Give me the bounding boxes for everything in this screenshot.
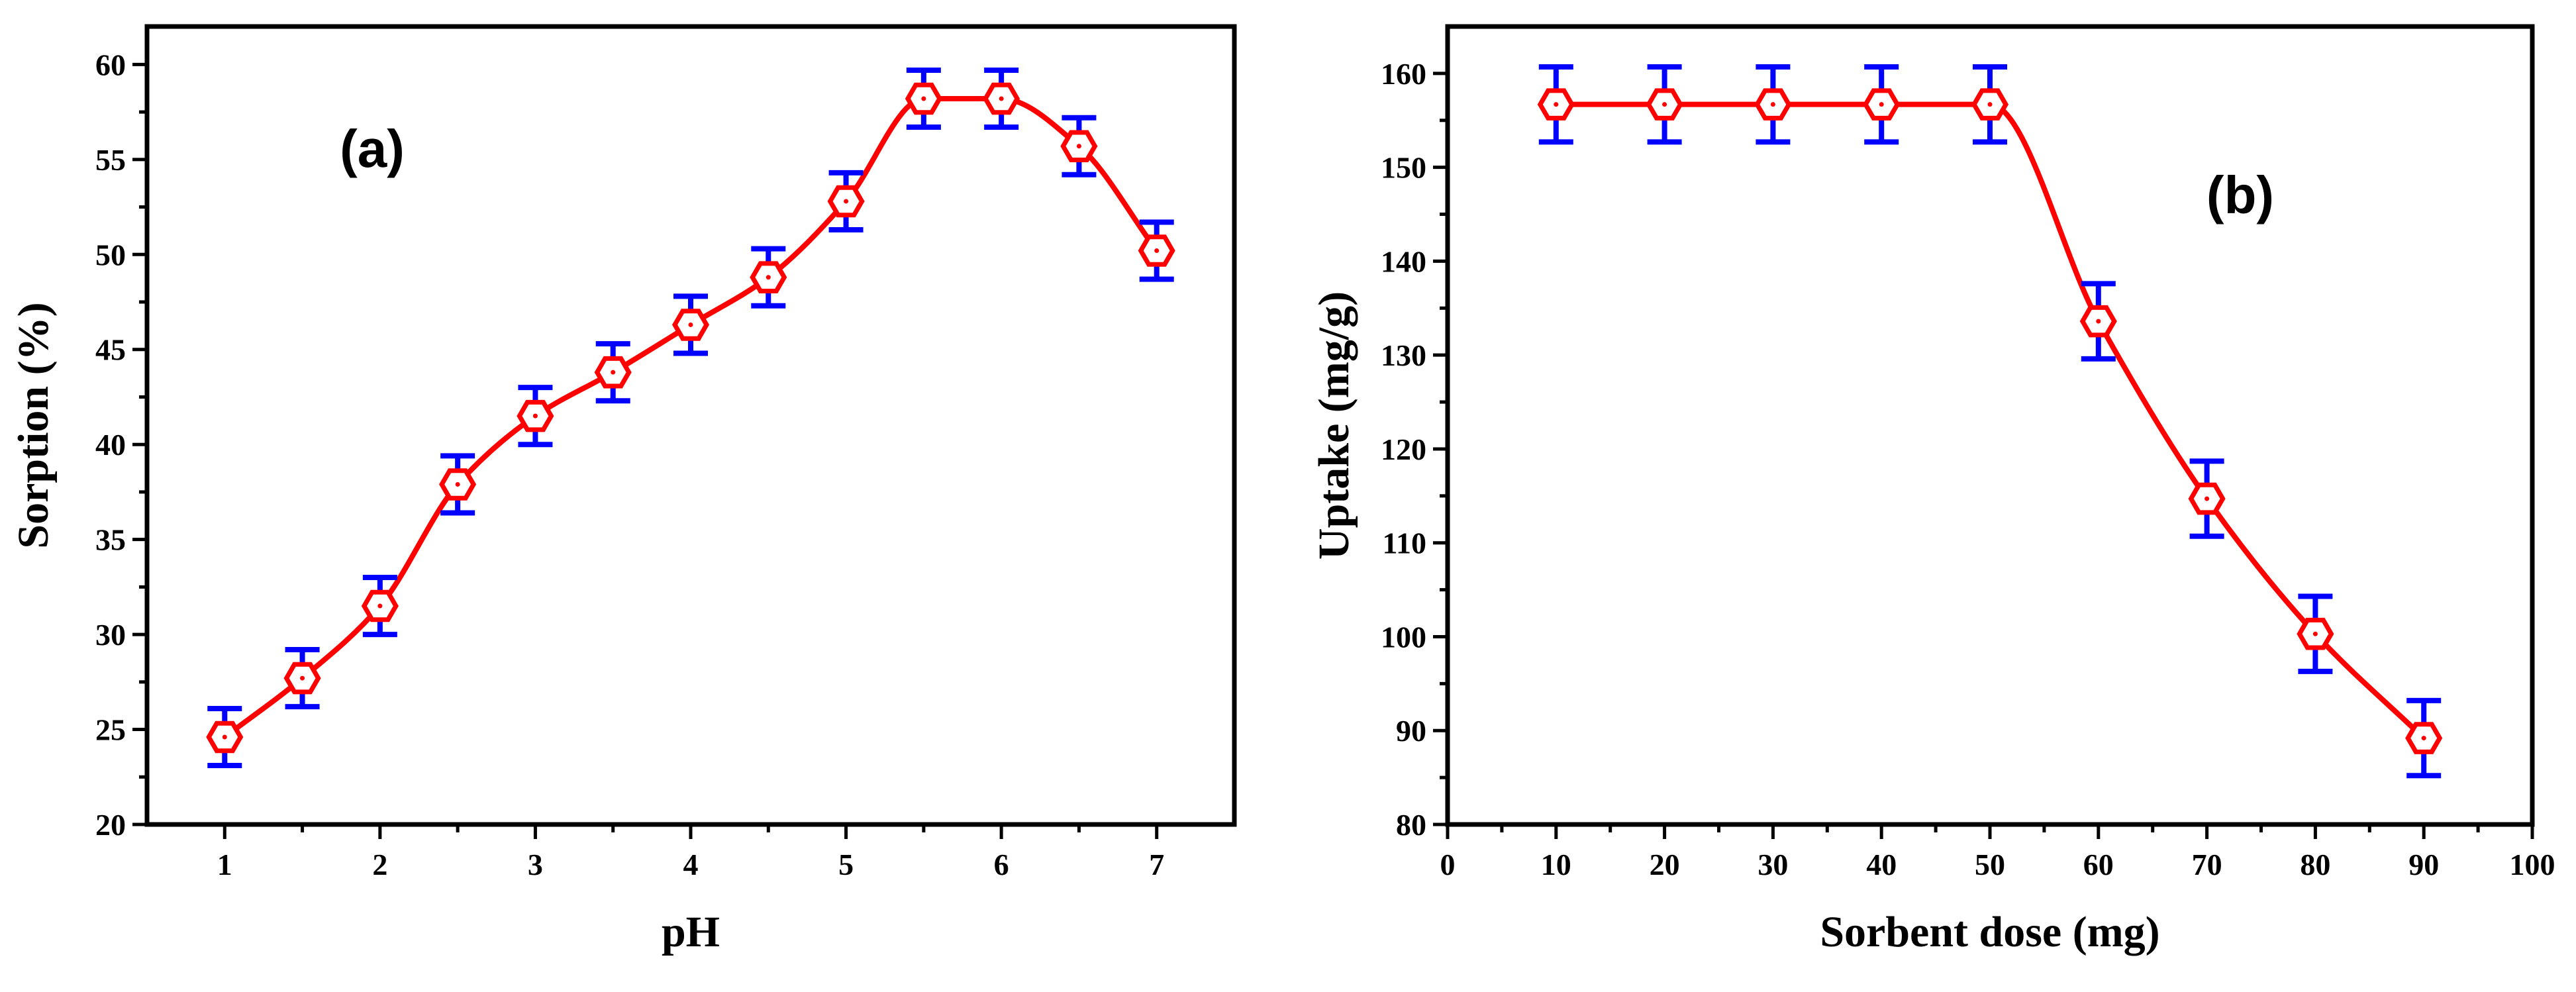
data-point-center (688, 322, 693, 327)
data-point-center (300, 675, 305, 681)
x-tick-label: 7 (1149, 848, 1164, 881)
data-point-center (2312, 631, 2318, 636)
x-tick-label: 10 (1541, 848, 1571, 881)
plot-frame (1445, 24, 2535, 827)
x-tick-label: 80 (2300, 848, 2330, 881)
y-tick-label: 40 (95, 428, 126, 462)
y-tick-label: 90 (1396, 714, 1426, 748)
x-tick-label: 30 (1758, 848, 1788, 881)
y-tick-label: 30 (95, 618, 126, 652)
y-tick-label: 45 (95, 333, 126, 367)
y-tick-label: 50 (95, 238, 126, 272)
series-line (222, 96, 1160, 740)
y-tick-label: 80 (1396, 808, 1426, 842)
y-tick-label: 25 (95, 713, 126, 747)
x-tick-label: 6 (994, 848, 1009, 881)
y-axis-label: Sorption (%) (9, 302, 58, 548)
y-tick-label: 130 (1381, 338, 1426, 372)
x-tick-label: 3 (528, 848, 543, 881)
x-tick-label: 70 (2192, 848, 2222, 881)
x-tick-label: 40 (1866, 848, 1897, 881)
x-tick-label: 5 (838, 848, 854, 881)
y-tick-label: 150 (1381, 151, 1426, 185)
data-point-center (1770, 102, 1775, 107)
data-point-center (2204, 496, 2210, 501)
series-line (1553, 101, 2427, 741)
x-tick-label: 100 (2510, 848, 2555, 881)
data-point-center (766, 275, 771, 280)
x-axis-label: Sorbent dose (mg) (1820, 908, 2159, 956)
x-axis-label: pH (662, 908, 720, 956)
y-tick-label: 60 (95, 48, 126, 81)
x-tick-label: 4 (683, 848, 699, 881)
data-point-center (455, 481, 460, 487)
x-tick-label: 1 (217, 848, 232, 881)
y-tick-label: 120 (1381, 432, 1426, 466)
y-tick-label: 110 (1383, 526, 1426, 560)
y-tick-label: 55 (95, 143, 126, 177)
x-tick-label: 0 (1440, 848, 1456, 881)
x-tick-label: 20 (1650, 848, 1680, 881)
x-tick-label: 2 (372, 848, 387, 881)
data-point-center (1076, 144, 1081, 149)
data-point-center (1154, 248, 1160, 254)
data-point-center (377, 603, 383, 609)
y-axis-label: Uptake (mg/g) (1310, 291, 1358, 560)
data-point-center (921, 96, 926, 101)
data-point-center (611, 370, 616, 375)
y-tick-label: 20 (95, 808, 126, 842)
data-point-center (2421, 736, 2426, 741)
x-tick-label: 90 (2408, 848, 2439, 881)
data-point-center (999, 96, 1004, 101)
panel-label: (b) (2206, 166, 2274, 224)
y-tick-label: 100 (1381, 620, 1426, 654)
x-tick-label: 50 (1975, 848, 2005, 881)
data-point-center (1662, 102, 1667, 107)
y-tick-label: 35 (95, 523, 126, 557)
data-point-center (1987, 102, 1993, 107)
y-tick-label: 160 (1381, 57, 1426, 91)
panel-label: (a) (340, 119, 405, 178)
data-point-center (2096, 319, 2101, 324)
x-tick-label: 60 (2083, 848, 2114, 881)
data-point-center (844, 199, 849, 204)
y-tick-label: 140 (1381, 244, 1426, 278)
data-point-center (1879, 102, 1884, 107)
data-point-center (1554, 102, 1559, 107)
chart-panel-b: 0 10 20 30 40 50 60 70 80 90 100 80 90 100 110 120 130 14… (1310, 24, 2555, 956)
data-point-center (222, 734, 227, 740)
data-point-center (532, 413, 538, 419)
